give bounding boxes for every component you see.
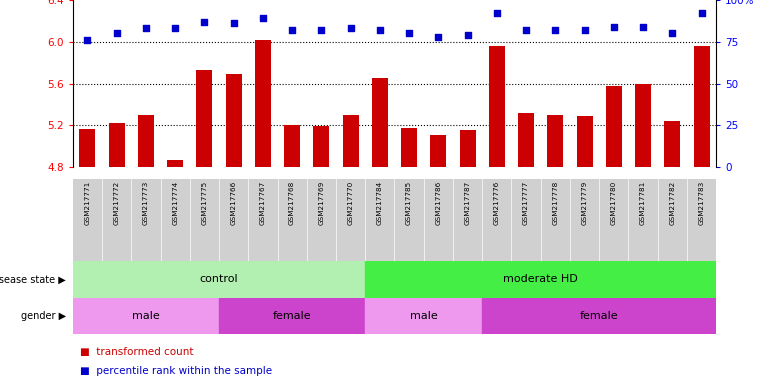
- Point: [637, 24, 650, 30]
- Text: GSM217773: GSM217773: [143, 181, 149, 225]
- Text: GSM217780: GSM217780: [611, 181, 617, 225]
- Bar: [167, 160, 183, 167]
- Point: [228, 20, 240, 26]
- Point: [432, 34, 444, 40]
- Point: [110, 30, 123, 36]
- Bar: [109, 123, 125, 167]
- Bar: [219, 298, 365, 334]
- Text: gender ▶: gender ▶: [21, 311, 66, 321]
- Point: [374, 27, 386, 33]
- Text: moderate HD: moderate HD: [503, 274, 578, 285]
- Point: [169, 25, 182, 31]
- Text: GSM217783: GSM217783: [699, 181, 705, 225]
- Text: GSM217781: GSM217781: [640, 181, 646, 225]
- Bar: [196, 70, 212, 167]
- Text: GSM217767: GSM217767: [260, 181, 266, 225]
- Text: GSM217786: GSM217786: [435, 181, 441, 225]
- Bar: [547, 115, 564, 167]
- Bar: [664, 121, 680, 167]
- Text: female: female: [580, 311, 618, 321]
- Point: [491, 10, 503, 17]
- Point: [139, 25, 152, 31]
- Point: [345, 25, 357, 31]
- Point: [198, 19, 211, 25]
- Text: GSM217771: GSM217771: [84, 181, 90, 225]
- Bar: [73, 298, 219, 334]
- Bar: [606, 86, 622, 167]
- Point: [607, 24, 620, 30]
- Bar: [342, 115, 358, 167]
- Bar: [483, 298, 716, 334]
- Text: GSM217777: GSM217777: [523, 181, 529, 225]
- Point: [696, 10, 708, 17]
- Point: [403, 30, 415, 36]
- Text: GSM217784: GSM217784: [377, 181, 383, 225]
- Bar: [365, 261, 716, 298]
- Text: female: female: [273, 311, 312, 321]
- Bar: [372, 78, 388, 167]
- Bar: [693, 46, 709, 167]
- Bar: [225, 74, 241, 167]
- Text: GSM217769: GSM217769: [319, 181, 324, 225]
- Text: GSM217768: GSM217768: [289, 181, 295, 225]
- Text: GSM217776: GSM217776: [494, 181, 500, 225]
- Text: GSM217787: GSM217787: [465, 181, 470, 225]
- Text: GSM217774: GSM217774: [172, 181, 178, 225]
- Text: GSM217778: GSM217778: [552, 181, 558, 225]
- Point: [549, 27, 561, 33]
- Bar: [80, 129, 96, 167]
- Point: [461, 32, 473, 38]
- Bar: [313, 126, 329, 167]
- Text: GSM217779: GSM217779: [581, 181, 588, 225]
- Point: [286, 27, 298, 33]
- Text: GSM217770: GSM217770: [348, 181, 354, 225]
- Text: GSM217772: GSM217772: [113, 181, 119, 225]
- Text: ■  transformed count: ■ transformed count: [80, 347, 194, 357]
- Text: disease state ▶: disease state ▶: [0, 274, 66, 285]
- Point: [81, 37, 93, 43]
- Text: GSM217785: GSM217785: [406, 181, 412, 225]
- Bar: [635, 84, 651, 167]
- Bar: [401, 128, 417, 167]
- Point: [316, 27, 328, 33]
- Text: GSM217782: GSM217782: [669, 181, 676, 225]
- Bar: [138, 115, 154, 167]
- Bar: [577, 116, 593, 167]
- Text: control: control: [200, 274, 238, 285]
- Bar: [284, 125, 300, 167]
- Text: GSM217775: GSM217775: [201, 181, 208, 225]
- Bar: [430, 135, 447, 167]
- Point: [666, 30, 679, 36]
- Text: ■  percentile rank within the sample: ■ percentile rank within the sample: [80, 366, 273, 376]
- Bar: [73, 261, 365, 298]
- Point: [578, 27, 591, 33]
- Bar: [518, 113, 534, 167]
- Bar: [489, 46, 505, 167]
- Point: [257, 15, 269, 22]
- Text: male: male: [132, 311, 160, 321]
- Bar: [365, 298, 483, 334]
- Text: GSM217766: GSM217766: [231, 181, 237, 225]
- Bar: [255, 40, 271, 167]
- Point: [520, 27, 532, 33]
- Bar: [460, 131, 476, 167]
- Text: male: male: [410, 311, 437, 321]
